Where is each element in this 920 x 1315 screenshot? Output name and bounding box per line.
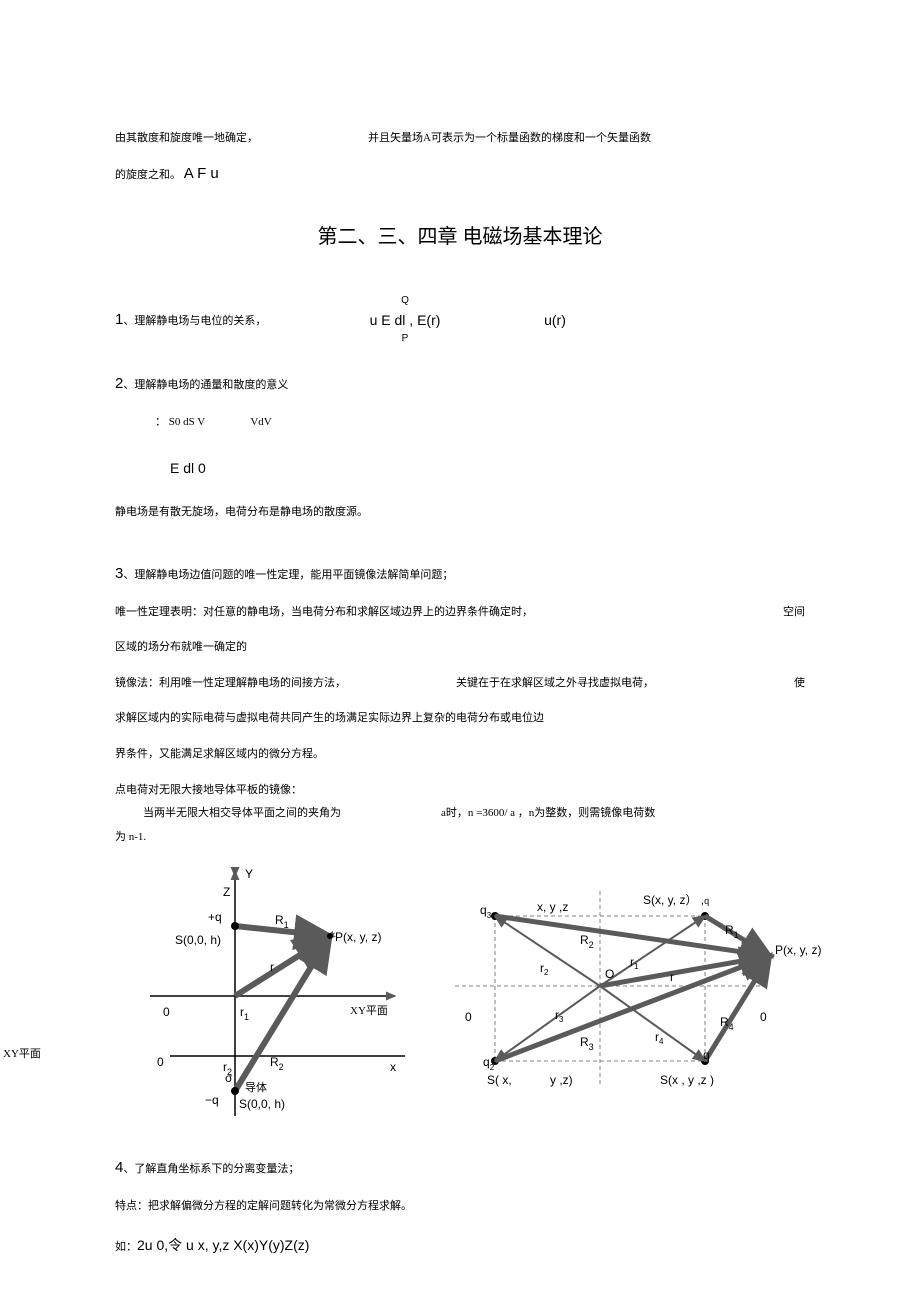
sec2-f1r: VdV (250, 416, 271, 428)
S1-label: S(0,0, h) (175, 933, 221, 947)
sec3-p7-mid: a时，n =3600/ a ，n为整数，则需镜像电荷数 (441, 805, 655, 823)
xyplane-label: XY平面 (350, 1005, 388, 1017)
sec1-Q: Q (315, 293, 495, 309)
sec1-P: P (315, 331, 495, 347)
Sbl2-label: y ,z) (550, 1073, 573, 1087)
intro-paragraph: 由其散度和旋度唯一地确定， 并且矢量场A可表示为一个标量函数的梯度和一个矢量函数… (115, 130, 805, 186)
S2-label: S(0,0, h) (239, 1097, 285, 1111)
sec3-text: 、理解静电场边值问题的唯一性定理，能用平面镜像法解简单问题； (123, 569, 453, 581)
zero1-label: 0 (163, 1005, 170, 1019)
intro-line1-right: 并且矢量场A可表示为一个标量函数的梯度和一个矢量函数 (368, 130, 651, 148)
diagram-row: XY平面 Y Z x (115, 866, 805, 1126)
sec3-p8: 为 n-1. (115, 829, 805, 847)
section-3-header: 3、理解静电场边值问题的唯一性定理，能用平面镜像法解简单问题； (115, 562, 805, 586)
axis-x-label: x (390, 1060, 396, 1074)
Pr-label: P(x, y, z) (775, 943, 821, 957)
left-diagram: Y Z x +q −q S(0,0, h) S(0,0, h) P(x, y, … (115, 866, 415, 1126)
Sbr-label: S(x , y ,z ) (660, 1073, 714, 1087)
sec2-f1: ： S0 dS V (155, 416, 205, 428)
sec2-formula2: E dl 0 (115, 457, 805, 479)
sec3-p7: 当两半无限大相交导体平面之间的夹角为 a时，n =3600/ a ，n为整数，则… (115, 805, 805, 823)
left-margin-xy: XY平面 (3, 1046, 41, 1064)
chapter-title: 第二、三、四章 电磁场基本理论 (115, 221, 805, 253)
intro-line1: 由其散度和旋度唯一地确定， 并且矢量场A可表示为一个标量函数的梯度和一个矢量函数 (115, 130, 805, 148)
section-1: 1、理解静电场与电位的关系， Q u E dl , E(r) P u(r) (115, 293, 805, 347)
sec2-conclusion: 静电场是有散无旋场，电荷分布是静电场的散度源。 (115, 504, 805, 522)
sec3-p3-right: 使 (794, 675, 805, 693)
zero2-label: 0 (157, 1055, 164, 1069)
section-2: 2、理解静电场的通量和散度的意义 (115, 372, 805, 396)
r-label: r (270, 960, 274, 974)
intro-line2-prefix: 的旋度之和。 (115, 169, 181, 181)
document-page: 由其散度和旋度唯一地确定， 并且矢量场A可表示为一个标量函数的梯度和一个矢量函数… (0, 0, 920, 1315)
zero-r: 0 (760, 1010, 767, 1024)
sec3-p3: 镜像法：利用唯一性定理解静电场的间接方法， 关键在于在求解区域之外寻找虚拟电荷，… (115, 675, 805, 693)
right-diagram: q3 S(x, y, z） ,q x, y ,z R1 R2 R3 R4 r r… (445, 886, 805, 1106)
sec4-text: 、了解直角坐标系下的分离变量法； (123, 1163, 299, 1175)
sec3-p1: 唯一性定理表明：对任意的静电场，当电荷分布和求解区域边界上的边界条件确定时， 空… (115, 604, 805, 622)
sec2-text: 、理解静电场的通量和散度的意义 (123, 379, 288, 391)
sec4-p2-formula: 2u 0,令 u x, y,z X(x)Y(y)Z(z) (137, 1237, 309, 1253)
rr: r (670, 970, 674, 984)
intro-formula: A F u (184, 165, 219, 182)
sec3-p3-left: 镜像法：利用唯一性定理解静电场的间接方法， (115, 675, 346, 693)
axis-z-label: Z (223, 885, 230, 899)
zero-l: 0 (465, 1010, 472, 1024)
sec3-p2: 区域的场分布就唯一确定的 (115, 639, 805, 657)
S-tl-label: S(x, y, z） ,q (643, 893, 709, 907)
intro-line2: 的旋度之和。 A F u (115, 162, 805, 186)
sec2-formula1: ： S0 dS V VdV (115, 414, 805, 432)
sec3-p4: 求解区域内的实际电荷与虚拟电荷共同产生的场满足实际边界上复杂的电荷分布或电位边 (115, 710, 805, 728)
r4r: r4 (655, 1030, 664, 1046)
sigma-label: σ (225, 1071, 233, 1085)
sec1-formula-center: Q u E dl , E(r) P (315, 293, 495, 347)
R1r: R1 (725, 923, 739, 940)
r1-label: r1 (240, 1005, 249, 1022)
R2r: R2 (580, 933, 594, 950)
section-1-label: 1、理解静电场与电位的关系， (115, 308, 315, 332)
section-4-header: 4、了解直角坐标系下的分离变量法； (115, 1156, 805, 1180)
sec1-mid: u E dl , E(r) (315, 309, 495, 331)
P-label: P(x, y, z) (335, 930, 381, 944)
sec4-p1: 特点：把求解偏微分方程的定解问题转化为常微分方程求解。 (115, 1198, 805, 1216)
conductor-label: 导体 (245, 1080, 267, 1094)
sec4-p2: 如：2u 0,令 u x, y,z X(x)Y(y)Z(z) (115, 1234, 805, 1257)
sec3-p1-right: 空间 (783, 604, 805, 622)
r3r: r3 (555, 1008, 564, 1024)
sec1-ur: u(r) (495, 309, 615, 331)
r2r: r2 (540, 961, 549, 977)
sec4-p2-prefix: 如： (115, 1241, 137, 1253)
intro-line1-left: 由其散度和旋度唯一地确定， (115, 130, 258, 148)
axis-y-label: Y (245, 867, 253, 881)
plus-q: +q (208, 910, 222, 924)
R2-label: R2 (270, 1055, 284, 1072)
sec3-p1-left: 唯一性定理表明：对任意的静电场，当电荷分布和求解区域边界上的边界条件确定时， (115, 604, 533, 622)
sec1-text: 、理解静电场与电位的关系， (123, 315, 266, 327)
minus-q: −q (205, 1093, 219, 1107)
sec3-p3-mid: 关键在于在求解区域之外寻找虚拟电荷， (456, 675, 654, 693)
q3-label: q3 (480, 903, 492, 920)
xyz-top: x, y ,z (537, 900, 568, 914)
sec3-p5: 界条件，又能满足求解区域内的微分方程。 (115, 746, 805, 764)
q2-label: q2 (483, 1055, 495, 1072)
sec3-p7-left: 当两半无限大相交导体平面之间的夹角为 (143, 805, 341, 823)
R3r: R3 (580, 1035, 594, 1052)
O-label: O (605, 967, 614, 981)
qbr-label: q (703, 1048, 710, 1062)
sec3-p6: 点电荷对无限大接地导体平板的镜像： (115, 782, 805, 800)
Sbl-label: S( x, (487, 1073, 512, 1087)
r1r: r1 (630, 955, 639, 971)
